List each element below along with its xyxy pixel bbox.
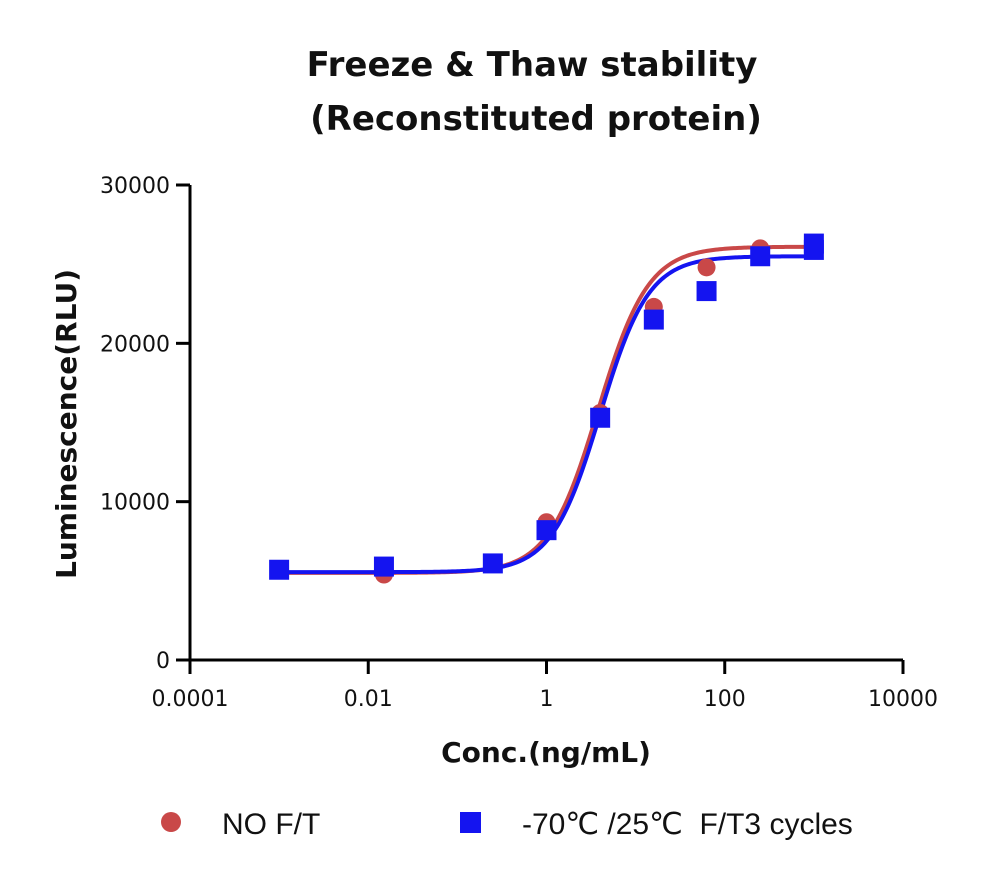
x-tick-label-1: 0.01 [344, 687, 393, 712]
y-tick-label-1: 10000 [100, 491, 170, 516]
data-point-series-1-5 [643, 309, 664, 330]
data-point-series-1-4 [590, 407, 611, 428]
y-tick-label-2: 20000 [100, 332, 170, 357]
data-point-series-0-6 [697, 258, 716, 277]
axes: 0 10000 20000 30000 0.0001 0.01 1 100 10000 [100, 174, 938, 712]
chart-title-line-1: Freeze & Thaw stability [307, 45, 758, 85]
x-ticks: 0.0001 0.01 1 100 10000 [152, 660, 938, 712]
legend: NO F/T -70℃ /25℃ F/T3 cycles [161, 808, 853, 841]
data-point-series-1-2 [482, 553, 503, 574]
y-axis-label: Luminescence(RLU) [50, 269, 83, 579]
data-point-series-1-9 [803, 233, 824, 254]
y-ticks: 0 10000 20000 30000 [100, 174, 190, 674]
x-tick-label-0: 0.0001 [152, 687, 229, 712]
legend-label-no-ft: NO F/T [222, 808, 320, 841]
data-markers [269, 233, 824, 584]
chart-title-line-2: (Reconstituted protein) [310, 99, 762, 139]
x-axis-label: Conc.(ng/mL) [441, 736, 651, 769]
legend-label-ft3: -70℃ /25℃ F/T3 cycles [522, 808, 853, 841]
data-point-series-1-1 [373, 556, 394, 577]
legend-marker-no-ft [161, 812, 181, 832]
x-tick-label-3: 100 [704, 687, 746, 712]
y-tick-label-3: 30000 [100, 174, 170, 199]
fit-curve-series-1 [279, 254, 814, 575]
data-point-series-1-3 [536, 520, 557, 541]
data-point-series-1-6 [696, 281, 717, 302]
x-tick-label-2: 1 [540, 687, 554, 712]
y-tick-label-0: 0 [156, 649, 170, 674]
data-point-series-1-0 [269, 559, 290, 580]
legend-marker-ft3 [460, 812, 481, 833]
x-tick-label-4: 10000 [868, 687, 938, 712]
data-point-series-1-7 [750, 246, 771, 267]
